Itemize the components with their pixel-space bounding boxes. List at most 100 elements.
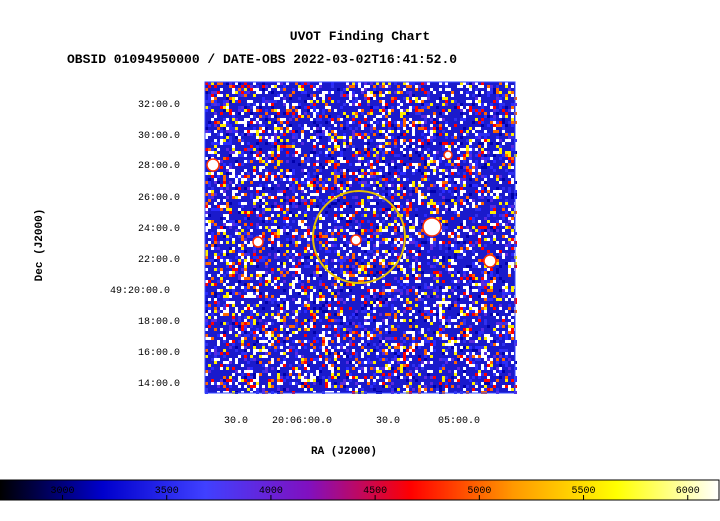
image-pixel <box>277 301 280 304</box>
image-pixel <box>289 211 292 214</box>
image-pixel <box>391 388 394 391</box>
image-pixel <box>229 154 232 157</box>
image-pixel <box>472 301 475 304</box>
image-pixel <box>508 238 511 241</box>
image-pixel <box>385 364 388 367</box>
image-pixel <box>409 157 412 160</box>
image-pixel <box>226 253 229 256</box>
image-pixel <box>505 106 508 109</box>
image-pixel <box>502 286 505 289</box>
image-pixel <box>277 151 280 154</box>
image-pixel <box>244 250 247 253</box>
image-pixel <box>292 382 295 385</box>
image-pixel <box>454 124 457 127</box>
image-pixel <box>475 373 478 376</box>
image-pixel <box>316 352 319 355</box>
image-pixel <box>343 202 346 205</box>
image-pixel <box>226 136 229 139</box>
image-pixel <box>475 184 478 187</box>
image-pixel <box>421 364 424 367</box>
image-pixel <box>238 244 241 247</box>
image-pixel <box>322 325 325 328</box>
image-pixel <box>487 268 490 271</box>
image-pixel <box>469 352 472 355</box>
image-pixel <box>274 337 277 340</box>
image-pixel <box>328 238 331 241</box>
image-pixel <box>361 307 364 310</box>
image-pixel <box>382 262 385 265</box>
image-pixel <box>412 373 415 376</box>
image-pixel <box>499 148 502 151</box>
image-pixel <box>226 121 229 124</box>
image-pixel <box>325 199 328 202</box>
image-pixel <box>403 97 406 100</box>
image-pixel <box>205 91 208 94</box>
image-pixel <box>328 352 331 355</box>
image-pixel <box>238 331 241 334</box>
image-pixel <box>496 223 499 226</box>
image-pixel <box>445 358 448 361</box>
image-pixel <box>238 82 241 85</box>
image-pixel <box>292 136 295 139</box>
image-pixel <box>229 151 232 154</box>
image-pixel <box>412 121 415 124</box>
image-pixel <box>340 118 343 121</box>
image-pixel <box>430 376 433 379</box>
image-pixel <box>328 178 331 181</box>
image-pixel <box>382 139 385 142</box>
image-pixel <box>460 346 463 349</box>
image-pixel <box>418 265 421 268</box>
image-pixel <box>451 385 454 388</box>
image-pixel <box>352 112 355 115</box>
image-pixel <box>367 286 370 289</box>
image-pixel <box>382 178 385 181</box>
image-pixel <box>349 331 352 334</box>
image-pixel <box>394 229 397 232</box>
image-pixel <box>214 295 217 298</box>
image-pixel <box>355 202 358 205</box>
image-pixel <box>409 94 412 97</box>
image-pixel <box>214 319 217 322</box>
image-pixel <box>355 94 358 97</box>
image-pixel <box>307 109 310 112</box>
image-pixel <box>445 124 448 127</box>
image-pixel <box>322 133 325 136</box>
image-pixel <box>277 118 280 121</box>
image-pixel <box>301 142 304 145</box>
image-pixel <box>235 136 238 139</box>
image-pixel <box>262 232 265 235</box>
image-pixel <box>295 265 298 268</box>
image-pixel <box>280 262 283 265</box>
image-pixel <box>298 112 301 115</box>
image-pixel <box>448 301 451 304</box>
image-pixel <box>238 112 241 115</box>
image-pixel <box>469 295 472 298</box>
image-pixel <box>406 91 409 94</box>
image-pixel <box>397 229 400 232</box>
image-pixel <box>376 370 379 373</box>
image-pixel <box>463 109 466 112</box>
image-pixel <box>475 190 478 193</box>
image-pixel <box>442 145 445 148</box>
image-pixel <box>283 178 286 181</box>
image-pixel <box>439 301 442 304</box>
image-pixel <box>349 127 352 130</box>
image-pixel <box>325 304 328 307</box>
image-pixel <box>316 196 319 199</box>
image-pixel <box>229 286 232 289</box>
image-pixel <box>385 208 388 211</box>
image-pixel <box>367 100 370 103</box>
image-pixel <box>397 361 400 364</box>
image-pixel <box>349 355 352 358</box>
image-pixel <box>433 211 436 214</box>
image-pixel <box>427 193 430 196</box>
image-pixel <box>256 328 259 331</box>
image-pixel <box>337 226 340 229</box>
image-pixel <box>484 160 487 163</box>
image-pixel <box>325 259 328 262</box>
image-pixel <box>316 169 319 172</box>
image-pixel <box>313 193 316 196</box>
image-pixel <box>316 130 319 133</box>
image-pixel <box>382 130 385 133</box>
